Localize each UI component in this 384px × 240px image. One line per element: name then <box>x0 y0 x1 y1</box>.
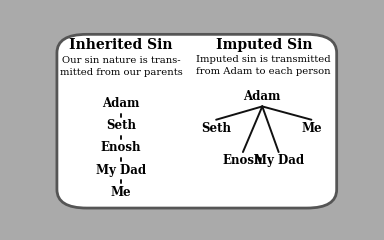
Text: Imputed Sin: Imputed Sin <box>215 37 312 52</box>
Text: My Dad: My Dad <box>96 164 146 177</box>
Text: Enosh: Enosh <box>101 142 141 155</box>
Text: Imputed sin is transmitted
from Adam to each person: Imputed sin is transmitted from Adam to … <box>197 55 331 76</box>
FancyBboxPatch shape <box>57 34 337 208</box>
Text: Inherited Sin: Inherited Sin <box>69 37 173 52</box>
Text: Enosh: Enosh <box>223 154 263 168</box>
Text: My Dad: My Dad <box>253 154 304 168</box>
Text: Our sin nature is trans-
mitted from our parents: Our sin nature is trans- mitted from our… <box>60 56 182 77</box>
Text: Me: Me <box>111 186 131 199</box>
Text: Adam: Adam <box>243 90 281 103</box>
Text: Seth: Seth <box>106 119 136 132</box>
Text: Adam: Adam <box>102 97 140 110</box>
Text: Me: Me <box>301 122 322 135</box>
Text: Seth: Seth <box>201 122 231 135</box>
